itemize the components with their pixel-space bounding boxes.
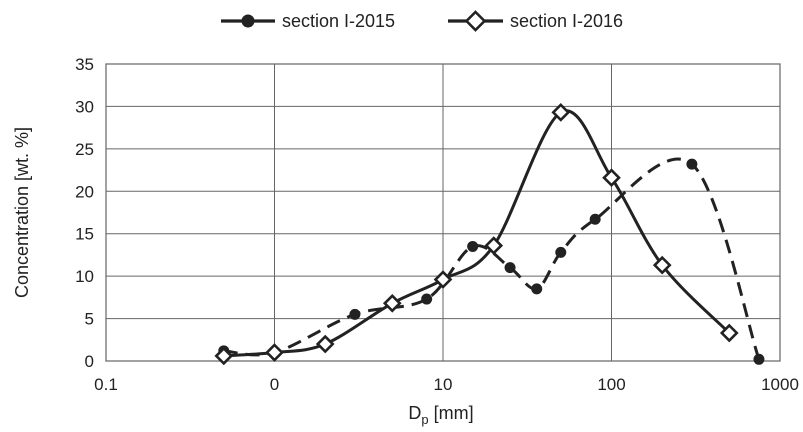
y-tick-label: 15 bbox=[75, 225, 94, 244]
y-tick-label: 0 bbox=[85, 352, 94, 371]
grid bbox=[105, 63, 781, 362]
data-point-section-i-2015 bbox=[467, 240, 479, 252]
data-point-section-i-2016 bbox=[719, 323, 739, 343]
x-tick-label: 0.1 bbox=[94, 375, 118, 394]
legend-label: section I-2015 bbox=[282, 11, 395, 31]
series-section-i-2015 bbox=[218, 157, 765, 365]
data-point-section-i-2015 bbox=[686, 158, 698, 170]
y-tick-label: 35 bbox=[75, 55, 94, 74]
data-point-section-i-2016 bbox=[652, 255, 672, 275]
x-axis-title-unit: [mm] bbox=[429, 403, 474, 423]
y-tick-label: 5 bbox=[85, 310, 94, 329]
data-point-section-i-2016 bbox=[551, 103, 571, 122]
data-point-section-i-2015 bbox=[421, 293, 433, 305]
series bbox=[214, 103, 765, 366]
data-point-section-i-2015 bbox=[589, 213, 601, 225]
legend-item-section-i-2016: section I-2016 bbox=[448, 10, 623, 32]
data-point-section-i-2015 bbox=[753, 353, 765, 365]
data-point-section-i-2015 bbox=[349, 308, 361, 320]
legend-item-section-i-2015: section I-2015 bbox=[221, 11, 395, 31]
series-line-section-i-2015 bbox=[223, 157, 761, 360]
legend-marker bbox=[464, 10, 487, 32]
series-section-i-2016 bbox=[214, 103, 739, 366]
data-point-section-i-2015 bbox=[531, 283, 543, 295]
legend-marker bbox=[241, 14, 255, 28]
x-tick-label: 100 bbox=[597, 375, 625, 394]
data-point-section-i-2016 bbox=[484, 236, 504, 255]
data-point-section-i-2016 bbox=[265, 343, 284, 362]
data-point-section-i-2015 bbox=[504, 262, 516, 274]
data-point-section-i-2015 bbox=[555, 246, 567, 258]
data-point-section-i-2016 bbox=[214, 346, 234, 366]
x-axis-title-subscript: p bbox=[421, 412, 428, 427]
data-point-section-i-2016 bbox=[602, 168, 621, 188]
x-tick-label: 10 bbox=[434, 375, 453, 394]
y-tick-label: 30 bbox=[75, 97, 94, 116]
x-tick-label: 0 bbox=[270, 375, 279, 394]
y-tick-label: 20 bbox=[75, 182, 94, 201]
x-axis-title: Dp [mm] bbox=[408, 403, 473, 427]
data-point-section-i-2016 bbox=[382, 293, 402, 313]
x-axis-title-main: D bbox=[408, 403, 421, 423]
legend-label: section I-2016 bbox=[510, 11, 623, 31]
y-tick-label: 25 bbox=[75, 140, 94, 159]
data-point-section-i-2016 bbox=[433, 270, 453, 289]
data-point-section-i-2016 bbox=[315, 334, 335, 354]
legend: section I-2015 section I-2016 bbox=[221, 10, 623, 32]
y-axis-title: Concentration [wt. %] bbox=[12, 127, 32, 298]
x-tick-label: 1000 bbox=[761, 375, 799, 394]
y-tick-label: 10 bbox=[75, 267, 94, 286]
